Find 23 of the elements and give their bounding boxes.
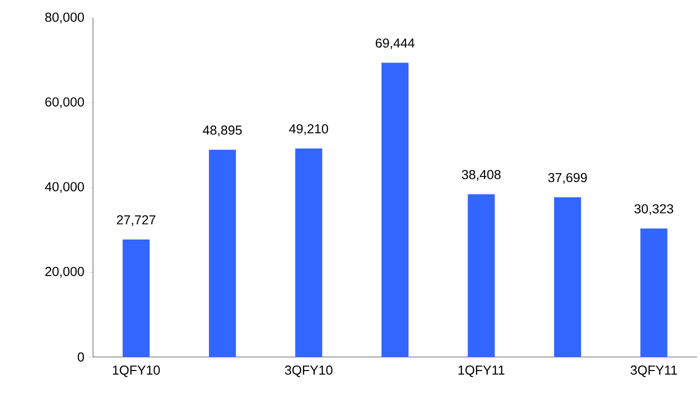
y-tick-label: 40,000 [45, 182, 84, 193]
x-tick-label: 3QFY11 [630, 366, 677, 378]
y-tick-label: 0 [78, 352, 84, 362]
bar [295, 148, 322, 357]
data-label: 30,323 [634, 204, 674, 215]
data-label: 27,727 [116, 215, 156, 226]
bar [208, 150, 236, 357]
data-label: 48,895 [202, 126, 242, 136]
bar [382, 62, 409, 357]
x-tick-label: 1QFY11 [458, 366, 504, 378]
y-tick-label: 80,000 [45, 12, 84, 24]
data-label: 49,210 [289, 124, 328, 135]
bar [554, 197, 582, 357]
x-tick-label: 1QFY10 [112, 366, 160, 378]
x-tick-label: 3QFY10 [285, 366, 332, 378]
bar [468, 194, 495, 357]
data-label: 38,408 [462, 170, 501, 181]
bar [122, 240, 150, 357]
y-tick-label: 60,000 [45, 97, 84, 108]
data-label: 69,444 [376, 38, 414, 50]
y-tick-label: 20,000 [45, 266, 84, 278]
data-label: 37,699 [548, 172, 587, 184]
bar [640, 228, 668, 357]
